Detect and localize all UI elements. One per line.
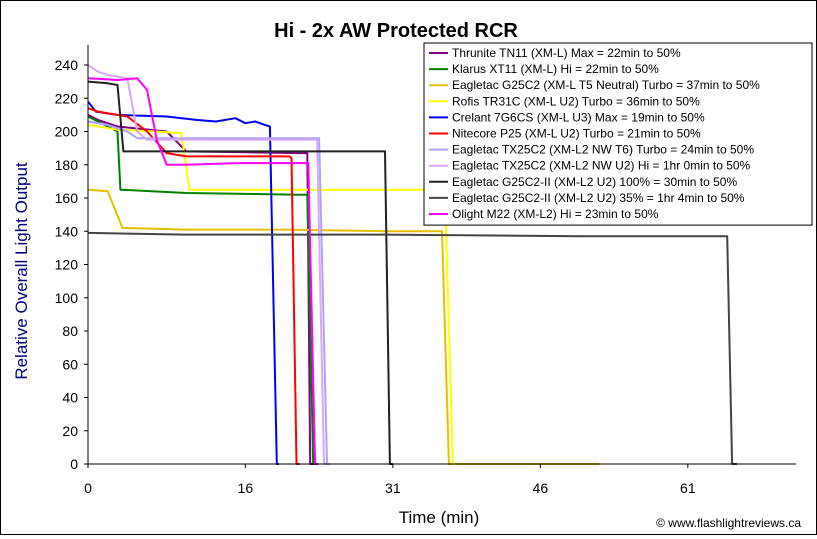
legend-label: Thrunite TN11 (XM-L) Max = 22min to 50% xyxy=(452,46,681,60)
y-tick-label: 200 xyxy=(55,124,79,140)
y-tick-label: 240 xyxy=(55,57,79,73)
x-tick-label: 46 xyxy=(533,480,549,496)
y-tick-label: 0 xyxy=(70,456,78,472)
legend-label: Eagletac G25C2-II (XM-L2 U2) 35% = 1hr 4… xyxy=(452,191,745,205)
y-tick-label: 20 xyxy=(62,423,78,439)
y-tick-label: 80 xyxy=(62,323,78,339)
series-line-8 xyxy=(87,64,327,465)
axes-layer: 0 20 40 60 80 100 120 140 160 180 200 220 240 0 16 31 46… xyxy=(55,45,796,496)
x-tick-label: 16 xyxy=(238,480,254,496)
series-line-9 xyxy=(87,80,393,465)
legend-label: Rofis TR31C (XM-L U2) Turbo = 36min to 5… xyxy=(452,94,700,108)
series-line-7 xyxy=(87,120,330,465)
y-tick-label: 100 xyxy=(55,290,79,306)
credit-text: © www.flashlightreviews.ca xyxy=(656,516,801,530)
legend-box xyxy=(423,42,813,226)
y-tick-label: 40 xyxy=(62,390,78,406)
legend-label: Eagletac TX25C2 (XM-L2 NW U2) Hi = 1hr 0… xyxy=(452,159,751,173)
legend-label: Eagletac G25C2-II (XM-L2 U2) 100% = 30mi… xyxy=(452,175,737,189)
x-tick-label: 0 xyxy=(84,480,92,496)
y-tick-label: 60 xyxy=(62,356,78,372)
x-tick-label: 31 xyxy=(385,480,401,496)
y-tick-label: 220 xyxy=(55,90,79,106)
legend-label: Eagletac G25C2 (XM-L T5 Neutral) Turbo =… xyxy=(452,78,760,92)
series-line-4 xyxy=(87,123,457,465)
legend-label: Eagletac TX25C2 (XM-L2 NW T6) Turbo = 24… xyxy=(452,143,754,157)
legend: Thrunite TN11 (XM-L) Max = 22min to 50% K… xyxy=(423,42,813,226)
y-axis-label: Relative Overall Light Output xyxy=(12,162,31,380)
series-line-11 xyxy=(87,77,319,465)
legend-label: Nitecore P25 (XM-L U2) Turbo = 21min to … xyxy=(452,127,701,141)
series-line-6 xyxy=(87,107,300,465)
legend-label: Olight M22 (XM-L2) Hi = 23min to 50% xyxy=(452,207,659,221)
chart-title: Hi - 2x AW Protected RCR xyxy=(274,20,518,42)
x-tick-label: 61 xyxy=(680,480,696,496)
y-tick-label: 120 xyxy=(55,257,79,273)
y-tick-label: 160 xyxy=(55,190,79,206)
y-tick-label: 140 xyxy=(55,223,79,239)
y-tick-label: 180 xyxy=(55,157,79,173)
x-axis-label: Time (min) xyxy=(399,508,480,527)
legend-label: Klarus XT11 (XM-L) Hi = 22min to 50% xyxy=(452,62,659,76)
legend-label: Crelant 7G6CS (XM-L U3) Max = 19min to 5… xyxy=(452,110,705,124)
